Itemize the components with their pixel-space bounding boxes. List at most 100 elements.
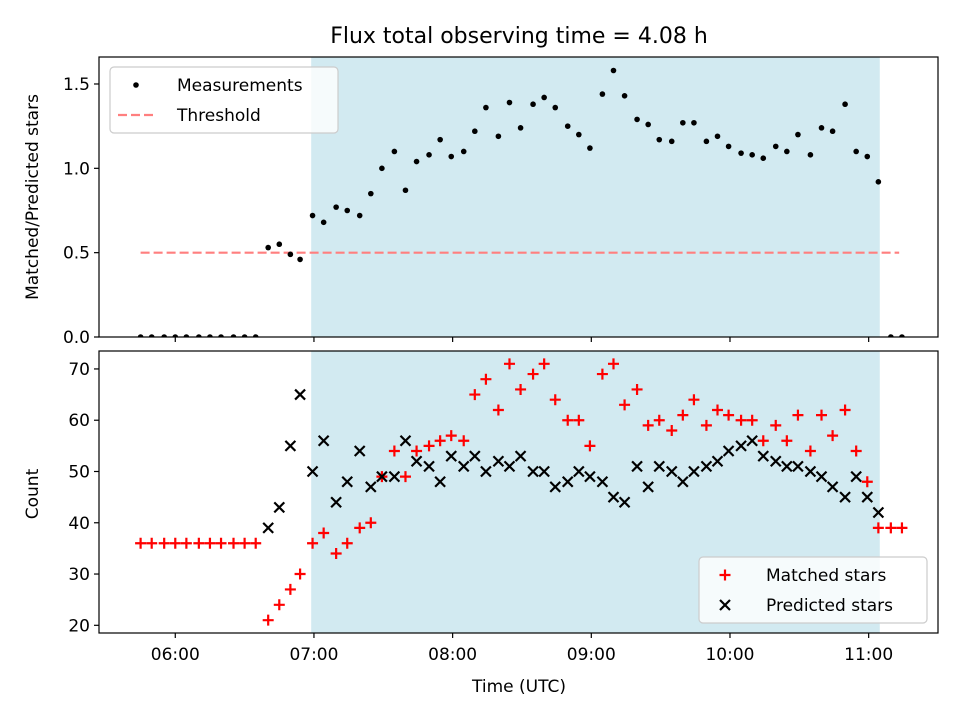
matched-star-point	[515, 383, 527, 395]
matched-star-point	[746, 414, 758, 426]
measurement-point	[137, 334, 144, 337]
measurement-point	[297, 256, 303, 263]
matched-star-point	[469, 389, 481, 401]
chart-panels: 0.0 0.5 1.0 1.5 Measurements Threshold 20 30 40 5…	[63, 56, 939, 665]
matched-star-point	[700, 419, 712, 431]
measurement-point	[842, 101, 848, 108]
matched-star-point	[757, 435, 769, 447]
top-series-0	[137, 67, 905, 337]
matched-star-point	[896, 522, 908, 534]
predicted-star-point	[503, 460, 516, 473]
matched-star-point	[250, 537, 262, 549]
measurement-point	[333, 204, 339, 210]
predicted-star-point	[445, 450, 458, 462]
measurement-point	[564, 123, 571, 129]
predicted-star-point	[549, 481, 562, 493]
predicted-star-point	[653, 460, 666, 473]
x-tick-label: 06:00	[151, 645, 200, 665]
matched-star-point	[354, 522, 366, 534]
predicted-star-point	[722, 445, 735, 457]
bottom-y-tick-label: 70	[68, 360, 90, 380]
measurement-point	[368, 190, 374, 197]
matched-star-point	[735, 414, 747, 426]
measurement-point	[426, 152, 432, 158]
top-legend: Measurements Threshold	[109, 66, 339, 134]
bottom-y-tick-label: 40	[68, 514, 90, 534]
measurement-point	[888, 334, 894, 337]
matched-star-point	[180, 537, 192, 549]
measurement-point	[818, 125, 825, 131]
measurement-point	[691, 119, 697, 126]
matched-star-point	[642, 419, 654, 431]
matched-star-point	[204, 537, 216, 549]
bottom-y-tick-label: 20	[68, 616, 90, 636]
bottom-panel: 20 30 40 50 60 70 06:00 07:00 08:00 09:00 10:00 11:…	[68, 350, 939, 665]
measurement-point	[714, 133, 721, 140]
matched-star-point	[341, 537, 353, 549]
predicted-star-point	[757, 450, 770, 462]
measurement-point	[517, 125, 524, 131]
predicted-star-point	[839, 491, 851, 503]
matched-star-point	[596, 368, 608, 380]
bottom-y-tick-label: 60	[68, 411, 90, 431]
matched-star-point	[573, 414, 585, 426]
predicted-star-point	[365, 481, 377, 493]
x-tick-label: 07:00	[289, 645, 338, 665]
predicted-star-point	[527, 465, 539, 478]
matched-star-point	[562, 414, 574, 426]
predicted-star-point	[711, 455, 724, 468]
predicted-star-point	[607, 491, 620, 503]
matched-star-point	[631, 383, 643, 395]
x-axis-label: Time (UTC)	[471, 677, 566, 697]
measurement-point	[749, 152, 755, 158]
predicted-star-point	[469, 450, 481, 462]
measurement-point	[252, 334, 259, 337]
matched-star-point	[365, 517, 377, 529]
measurement-point	[621, 92, 628, 99]
predicted-star-point	[353, 445, 366, 457]
matched-star-point	[538, 358, 550, 370]
predicted-star-point	[410, 455, 423, 468]
measurement-point	[587, 145, 593, 151]
measurement-point	[656, 136, 663, 143]
bottom-series-1	[262, 388, 885, 534]
predicted-star-point	[573, 465, 585, 478]
chart-title: Flux total observing time = 4.08 h	[330, 24, 708, 49]
predicted-star-point	[872, 506, 885, 519]
top-y-tick-label: 1.0	[63, 159, 90, 179]
measurement-point	[668, 138, 675, 145]
predicted-star-point	[561, 475, 574, 488]
predicted-star-point	[735, 440, 747, 452]
measurement-point	[680, 119, 686, 126]
matched-star-point	[861, 476, 873, 488]
matched-star-point	[445, 430, 457, 442]
legend-label: Measurements	[177, 76, 303, 96]
predicted-star-point	[284, 440, 297, 452]
predicted-star-point	[273, 501, 286, 514]
measurement-point	[576, 131, 582, 138]
matched-star-point	[850, 445, 862, 457]
top-y-tick-label: 0.5	[63, 244, 90, 264]
predicted-star-point	[781, 460, 793, 473]
matched-star-point	[318, 527, 330, 539]
measurement-point	[552, 104, 559, 111]
legend-label: Predicted stars	[766, 596, 893, 616]
predicted-star-point	[514, 450, 527, 462]
top-y-tick-label: 0.0	[63, 328, 90, 348]
measurement-point	[379, 165, 385, 172]
measurement-point	[161, 334, 167, 337]
matched-star-point	[503, 358, 515, 370]
matched-star-point	[584, 440, 596, 452]
matched-star-point	[527, 368, 539, 380]
measurement-point	[530, 101, 536, 108]
measurement-point	[287, 251, 294, 258]
measurement-point	[218, 334, 224, 337]
bottom-y-tick-label: 30	[68, 565, 90, 585]
matched-star-point	[284, 583, 296, 595]
predicted-star-point	[688, 465, 700, 478]
x-tick-label: 10:00	[705, 645, 754, 665]
predicted-star-point	[262, 522, 274, 534]
measurement-point	[402, 187, 409, 194]
matched-star-point	[193, 537, 205, 549]
measurement-point	[853, 148, 859, 155]
